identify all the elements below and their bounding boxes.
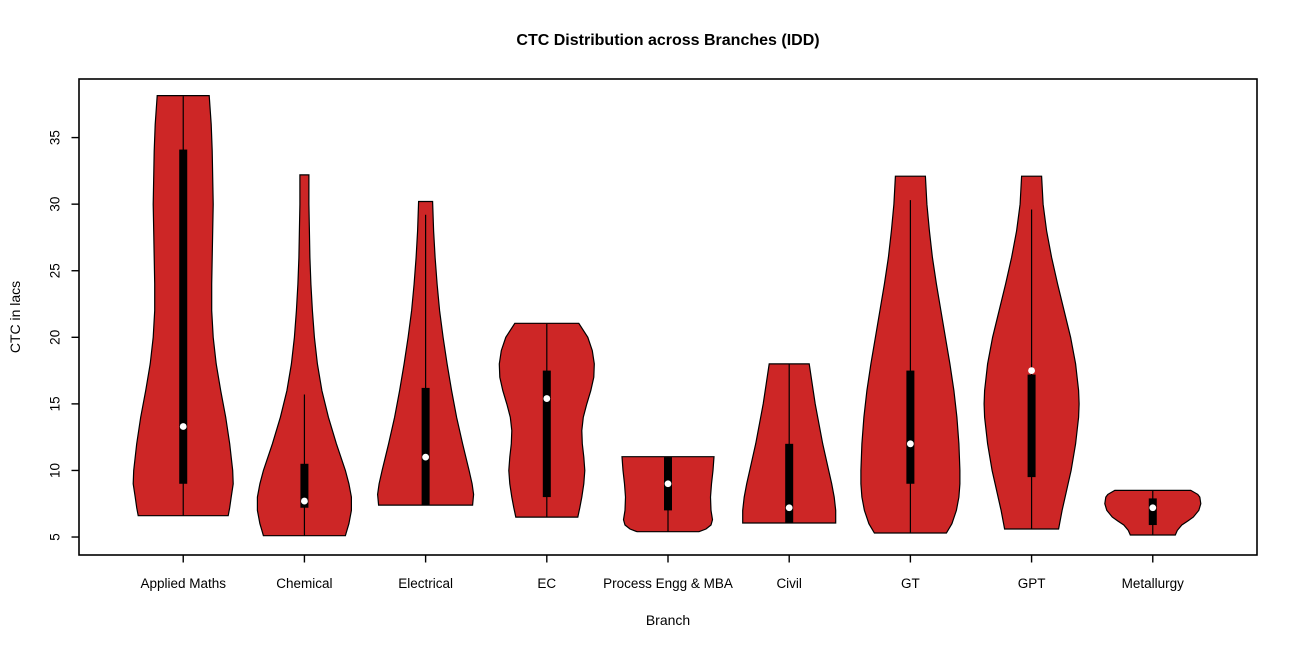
violin-gpt	[983, 175, 1080, 530]
iqr-box	[542, 370, 551, 498]
iqr-box	[785, 443, 794, 524]
median-dot	[664, 480, 672, 488]
iqr-box	[179, 149, 188, 484]
violin-electrical	[376, 200, 475, 506]
y-tick-label: 30	[48, 197, 63, 212]
median-dot	[785, 504, 793, 512]
violin-chemical	[256, 174, 352, 537]
median-dot	[1149, 504, 1157, 512]
x-tick-label-chemical: Chemical	[276, 576, 332, 591]
y-tick-label: 15	[48, 396, 63, 411]
iqr-box	[906, 370, 915, 484]
y-tick-label: 25	[48, 263, 63, 278]
x-tick-label-gpt: GPT	[1018, 576, 1046, 591]
violin-process-engg-mba	[621, 456, 715, 533]
violin-metallurgy	[1104, 489, 1202, 536]
iqr-box	[1148, 498, 1157, 526]
violin-ec	[498, 322, 595, 518]
median-dot	[543, 395, 551, 402]
median-dot	[906, 440, 914, 448]
violins-layer	[132, 94, 1202, 537]
y-tick-label: 5	[48, 533, 63, 541]
y-axis-ticks: 5 10 15 20 25 30 35	[48, 130, 79, 541]
violin-gt	[860, 175, 961, 534]
y-tick-label: 20	[48, 330, 63, 345]
iqr-box	[1027, 374, 1036, 478]
median-dot	[179, 423, 187, 430]
x-tick-label-electrical: Electrical	[398, 576, 453, 591]
y-tick-label: 10	[48, 463, 63, 478]
x-tick-label-process-engg-mba: Process Engg & MBA	[603, 576, 733, 591]
x-tick-label-applied-maths: Applied Maths	[140, 576, 226, 591]
y-axis-label: CTC in lacs	[7, 281, 23, 353]
x-axis-label: Branch	[646, 612, 690, 628]
x-tick-label-ec: EC	[537, 576, 556, 591]
median-dot	[301, 497, 308, 505]
violin-applied-maths	[132, 94, 234, 517]
violin-density-shape	[256, 174, 352, 537]
iqr-box	[300, 463, 309, 508]
median-dot	[422, 453, 430, 461]
x-tick-label-gt: GT	[901, 576, 920, 591]
x-axis-ticks: Applied Maths Chemical Electrical EC Process…	[140, 555, 1184, 591]
y-tick-label: 35	[48, 130, 63, 145]
x-tick-label-civil: Civil	[776, 576, 802, 591]
median-dot	[1028, 367, 1035, 374]
chart-title: CTC Distribution across Branches (IDD)	[516, 32, 819, 49]
x-tick-label-metallurgy: Metallurgy	[1122, 576, 1185, 591]
iqr-box	[421, 387, 430, 506]
violin-civil	[742, 363, 837, 524]
